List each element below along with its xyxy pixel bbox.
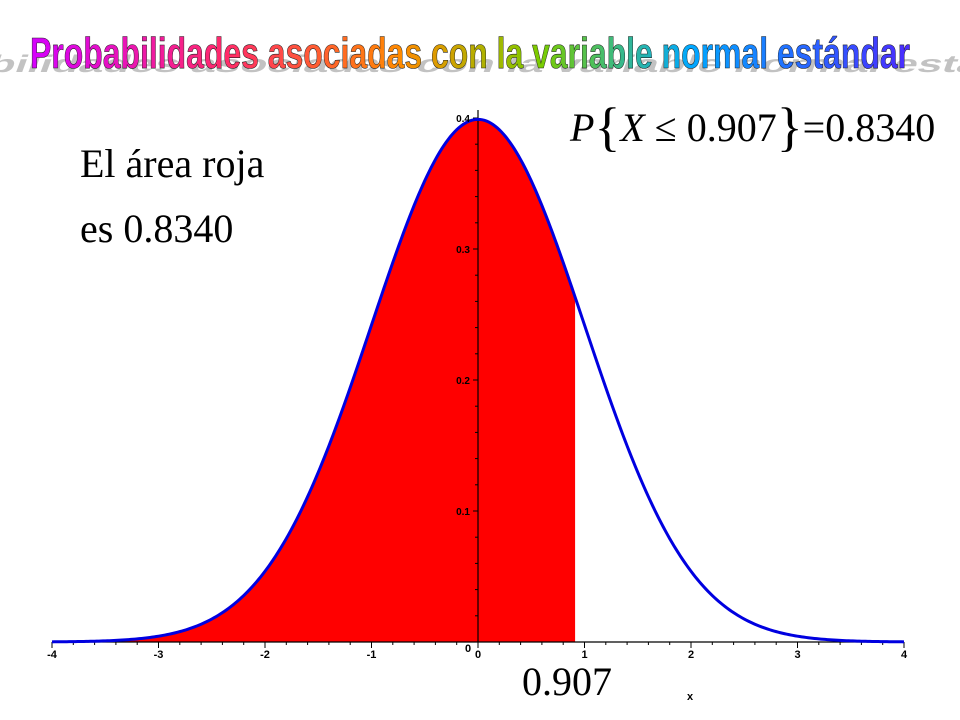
area-note-value: 0.8340: [123, 206, 234, 251]
x-tick-label: 3: [794, 649, 800, 661]
area-note-line1: El área roja: [80, 141, 265, 186]
page-title-text: Probabilidades asociadas con la variable…: [30, 29, 910, 78]
x-tick-label: -3: [154, 649, 164, 661]
formula-x: X: [620, 105, 645, 150]
x-tick-label: -4: [47, 649, 58, 661]
y-tick-label: 0.4: [456, 114, 470, 125]
x-tick-label: 2: [688, 649, 694, 661]
y-tick-label: 0.3: [456, 245, 470, 256]
x-tick-label: 4: [901, 649, 908, 661]
x-value-annotation: 0.907: [522, 659, 612, 704]
x-tick-labels: -4 -3 -2 -1 0 1 2 3 4 0: [47, 643, 908, 661]
formula-le: ≤: [654, 105, 677, 150]
density-curve: [51, 117, 905, 644]
formula-value: 0.907: [686, 105, 777, 150]
formula-prob: 0.8340: [825, 105, 936, 150]
origin-tick-label: 0: [465, 643, 471, 655]
y-tick-labels: 0.1 0.2 0.3 0.4: [456, 114, 470, 518]
x-tick-label: -2: [260, 649, 270, 661]
probability-formula: P{X ≤ 0.907}=0.8340: [570, 92, 936, 157]
page-title-shadow: Probabilidades asociadas con la variable…: [0, 50, 960, 78]
y-tick-label: 0.1: [456, 507, 470, 518]
page-title: Probabilidades asociadas con la variable…: [0, 6, 960, 82]
formula-p: P: [570, 105, 595, 150]
area-note-line2: es 0.8340: [80, 205, 233, 252]
formula-lbrace: {: [594, 97, 621, 157]
x-tick-label: -1: [367, 649, 377, 661]
x-axis-label: x: [687, 691, 694, 703]
area-note-prefix: es: [80, 206, 114, 251]
axes: [51, 110, 905, 648]
y-tick-label: 0.2: [456, 376, 470, 387]
x-tick-label: 1: [581, 649, 587, 661]
formula-eq: =: [802, 105, 826, 150]
shaded-area: [52, 119, 575, 642]
formula-rbrace: }: [776, 97, 803, 157]
x-tick-label: 0: [475, 649, 481, 661]
